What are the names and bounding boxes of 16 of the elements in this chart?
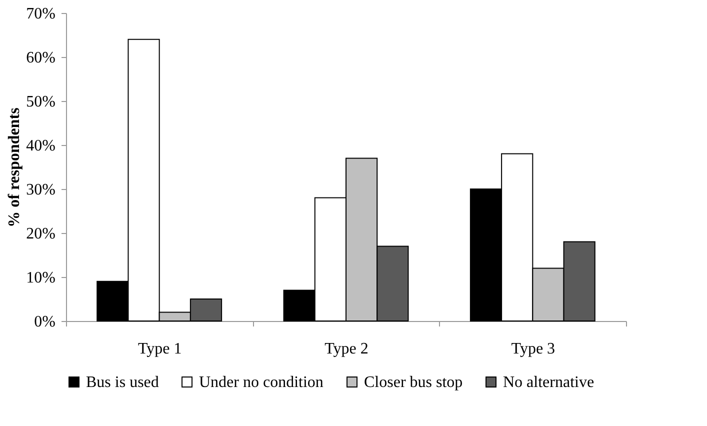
y-tick-label: 0% — [34, 314, 56, 330]
legend-label: Under no condition — [199, 374, 324, 391]
x-tick-label: Type 1 — [138, 340, 182, 358]
x-tick-label: Type 2 — [324, 340, 368, 358]
y-tick-label: 30% — [26, 182, 56, 198]
y-tick-label: 50% — [26, 94, 56, 110]
y-axis-title: % of respondents — [6, 108, 24, 228]
legend-label: No alternative — [503, 374, 594, 391]
y-tick-label: 70% — [26, 6, 56, 22]
y-tick-label: 40% — [26, 138, 56, 154]
x-tick-label: Type 3 — [511, 340, 556, 358]
legend-label: Bus is used — [86, 374, 159, 391]
legend-label: Closer bus stop — [364, 374, 463, 391]
y-tick-label: 10% — [26, 270, 56, 286]
y-tick-label: 60% — [26, 50, 56, 66]
y-tick-label: 20% — [26, 226, 56, 242]
